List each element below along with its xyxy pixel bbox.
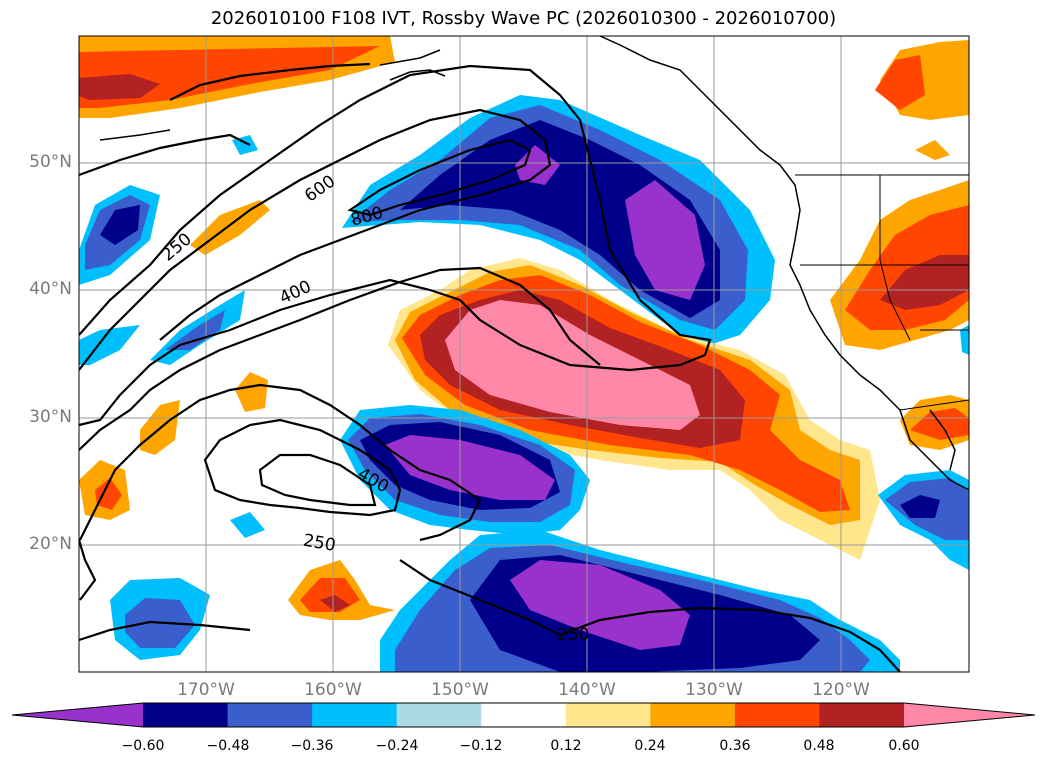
colorbar-tick: −0.12 <box>459 738 503 754</box>
colorbar-tick: 0.36 <box>719 738 751 754</box>
gridlines <box>79 36 969 672</box>
colorbar-tick: 0.12 <box>550 738 582 754</box>
colorbar-tick: 0.48 <box>803 738 835 754</box>
colorbar-extend-left <box>12 703 143 727</box>
colorbar-segment <box>650 703 736 727</box>
lat-label: 30°N <box>29 407 72 427</box>
colorbar-tick: −0.48 <box>206 738 250 754</box>
colorbar-segment <box>396 703 482 727</box>
anomaly-negative-north <box>342 95 775 348</box>
lon-label: 140°W <box>558 680 616 700</box>
lon-label: 120°W <box>812 680 870 700</box>
ivt-contours <box>79 62 901 672</box>
lon-label: 160°W <box>304 680 362 700</box>
borders <box>795 174 969 411</box>
anomaly-negative-subtropical <box>340 405 590 535</box>
contour-label: 250 <box>557 625 589 645</box>
map-title: 2026010100 F108 IVT, Rossby Wave PC (202… <box>210 8 837 29</box>
colorbar-segment <box>734 703 820 727</box>
colorbar-segment <box>143 703 229 727</box>
anomaly-negative-west <box>79 185 160 285</box>
lon-label: 150°W <box>431 680 489 700</box>
coastline <box>99 36 969 491</box>
anomaly-positive-central <box>388 258 880 560</box>
colorbar-tick: −0.36 <box>290 738 334 754</box>
colorbar-extend-right <box>904 703 1035 727</box>
colorbar-tick: −0.24 <box>375 738 419 754</box>
colorbar-segment <box>565 703 651 727</box>
colorbar-segment <box>312 703 398 727</box>
colorbar-tick: 0.60 <box>888 738 920 754</box>
colorbar-segment <box>481 703 567 727</box>
lat-label: 20°N <box>29 534 72 554</box>
lon-label: 130°W <box>685 680 743 700</box>
colorbar-tick: −0.60 <box>121 738 165 754</box>
colorbar-tick: 0.24 <box>634 738 666 754</box>
lat-label: 40°N <box>29 279 72 299</box>
colorbar-segment <box>819 703 905 727</box>
colorbar-segment <box>227 703 313 727</box>
plot-frame <box>78 35 970 673</box>
lat-label: 50°N <box>29 152 72 172</box>
colorbar <box>11 702 1036 728</box>
lon-label: 170°W <box>177 680 235 700</box>
plot-area: 600 800 250 400 400 250 250 <box>79 36 969 672</box>
